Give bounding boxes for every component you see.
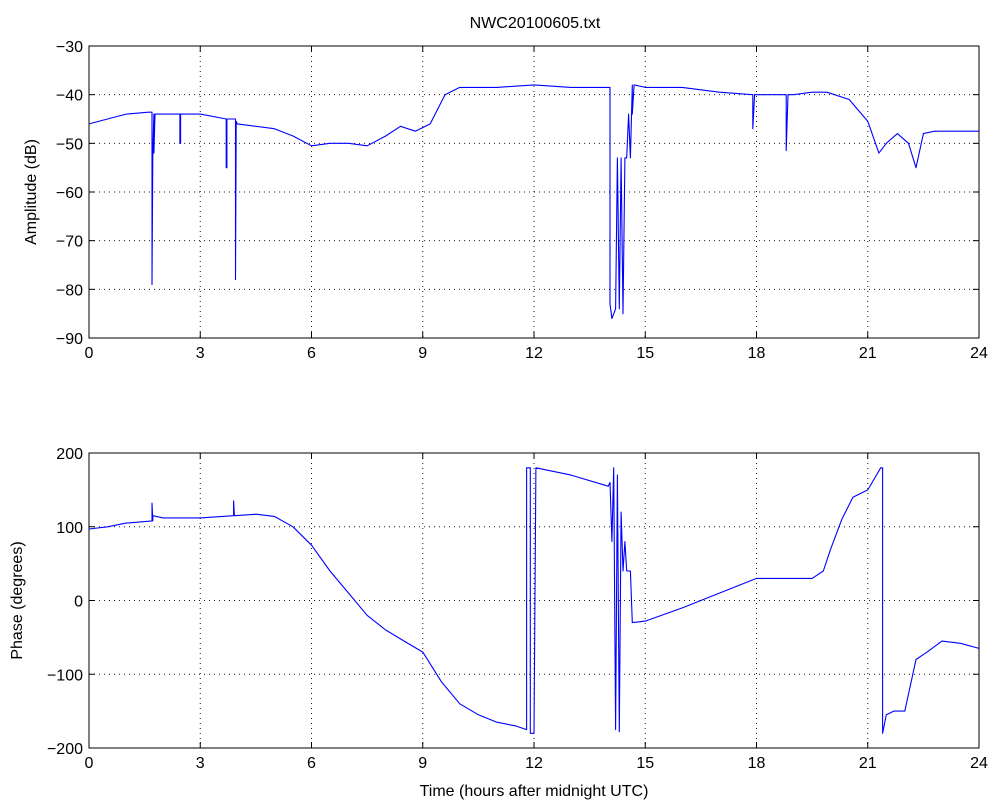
phase-series <box>88 467 980 734</box>
amplitude-ticks: 0 3 6 9 12 15 18 21 24 −90 −80 −70 −60 −50 −40 −30 <box>56 39 988 362</box>
phase-y-tick-label: −200 <box>47 741 83 758</box>
amplitude-y-tick-label: −30 <box>56 39 83 56</box>
amplitude-x-tick-label: 0 <box>85 345 94 362</box>
phase-x-tick-label: 18 <box>748 755 766 772</box>
amplitude-y-tick-label: −90 <box>56 331 83 348</box>
amplitude-y-tick-label: −70 <box>56 234 83 251</box>
amplitude-x-tick-label: 15 <box>636 345 654 362</box>
phase-y-axis-label: Phase (degrees) <box>9 541 26 659</box>
phase-x-tick-label: 3 <box>196 755 205 772</box>
amplitude-panel: 0 3 6 9 12 15 18 21 24 −90 −80 −70 −60 −50 −40 −30 Ampl… <box>23 39 988 362</box>
phase-x-tick-label: 12 <box>525 755 543 772</box>
phase-x-tick-label: 0 <box>85 755 94 772</box>
amplitude-x-tick-label: 3 <box>196 345 205 362</box>
phase-x-tick-label: 24 <box>970 755 988 772</box>
phase-panel: 0 3 6 9 12 15 18 21 24 −200 −100 0 100 200 Phase (deg… <box>9 446 988 800</box>
amplitude-series-line <box>88 84 979 320</box>
phase-y-tick-label: −100 <box>47 667 83 684</box>
amplitude-x-tick-label: 12 <box>525 345 543 362</box>
page-title: NWC20100605.txt <box>470 15 601 32</box>
amplitude-y-tick-label: −50 <box>56 136 83 153</box>
phase-x-tick-label: 15 <box>636 755 654 772</box>
phase-y-tick-label: 0 <box>74 594 83 611</box>
amplitude-x-tick-label: 18 <box>748 345 766 362</box>
phase-series-line <box>88 467 980 734</box>
phase-x-tick-label: 6 <box>307 755 316 772</box>
amplitude-x-tick-label: 24 <box>970 345 988 362</box>
amplitude-x-tick-label: 9 <box>418 345 427 362</box>
amplitude-y-tick-label: −60 <box>56 185 83 202</box>
amplitude-x-tick-label: 21 <box>859 345 877 362</box>
amplitude-x-tick-label: 6 <box>307 345 316 362</box>
phase-x-axis-label: Time (hours after midnight UTC) <box>420 783 649 800</box>
amplitude-series <box>88 84 979 320</box>
phase-x-tick-label: 9 <box>418 755 427 772</box>
phase-ticks: 0 3 6 9 12 15 18 21 24 −200 −100 0 100 200 <box>47 446 988 772</box>
phase-y-tick-label: 200 <box>56 446 83 463</box>
amplitude-y-tick-label: −40 <box>56 88 83 105</box>
amplitude-y-tick-label: −80 <box>56 282 83 299</box>
amplitude-grid <box>89 46 979 338</box>
phase-y-tick-label: 100 <box>56 520 83 537</box>
amplitude-y-axis-label: Amplitude (dB) <box>23 139 40 245</box>
phase-x-tick-label: 21 <box>859 755 877 772</box>
